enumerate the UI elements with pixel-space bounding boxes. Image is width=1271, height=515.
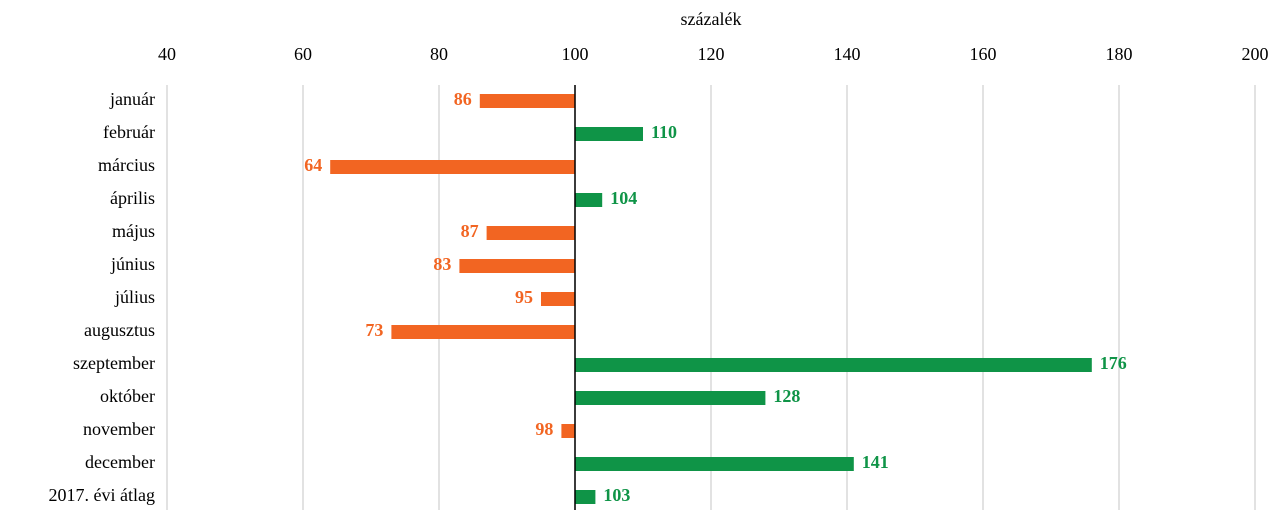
- axis-title: százalék: [681, 9, 742, 29]
- value-label: 103: [603, 485, 630, 505]
- x-tick-label: 200: [1242, 44, 1269, 64]
- bar: [391, 325, 575, 339]
- x-tick-label: 80: [430, 44, 448, 64]
- x-tick-label: 60: [294, 44, 312, 64]
- value-label: 128: [773, 386, 800, 406]
- y-tick-label: július: [114, 287, 155, 307]
- value-label: 87: [461, 221, 479, 241]
- value-label: 64: [304, 155, 322, 175]
- x-tick-label: 140: [834, 44, 861, 64]
- x-tick-label: 100: [562, 44, 589, 64]
- bar: [486, 226, 575, 240]
- value-label: 73: [365, 320, 383, 340]
- y-tick-label: november: [83, 419, 155, 439]
- value-label: 110: [651, 122, 677, 142]
- y-tick-label: január: [109, 89, 155, 109]
- y-tick-label: augusztus: [84, 320, 155, 340]
- x-tick-label: 120: [698, 44, 725, 64]
- bar: [330, 160, 575, 174]
- y-tick-label: április: [110, 188, 155, 208]
- bar: [459, 259, 575, 273]
- value-label: 83: [433, 254, 451, 274]
- y-tick-label: december: [85, 452, 155, 472]
- y-tick-label: 2017. évi átlag: [49, 485, 155, 505]
- x-tick-label: 180: [1106, 44, 1133, 64]
- bar: [575, 391, 766, 405]
- x-tick-label: 40: [158, 44, 176, 64]
- value-label: 86: [454, 89, 472, 109]
- value-label: 104: [610, 188, 637, 208]
- y-tick-label: február: [103, 122, 155, 142]
- value-label: 176: [1100, 353, 1127, 373]
- y-tick-label: június: [110, 254, 155, 274]
- bar: [561, 424, 575, 438]
- bar: [575, 127, 643, 141]
- bar: [575, 193, 603, 207]
- value-label: 95: [515, 287, 533, 307]
- bar: [479, 94, 575, 108]
- value-label: 141: [862, 452, 889, 472]
- bar: [575, 457, 854, 471]
- bar: [541, 292, 575, 306]
- x-tick-label: 160: [970, 44, 997, 64]
- bar: [575, 490, 596, 504]
- bar: [575, 358, 1092, 372]
- y-tick-label: szeptember: [73, 353, 155, 373]
- y-tick-label: március: [98, 155, 155, 175]
- y-tick-label: október: [100, 386, 155, 406]
- value-label: 98: [535, 419, 553, 439]
- y-tick-label: május: [112, 221, 155, 241]
